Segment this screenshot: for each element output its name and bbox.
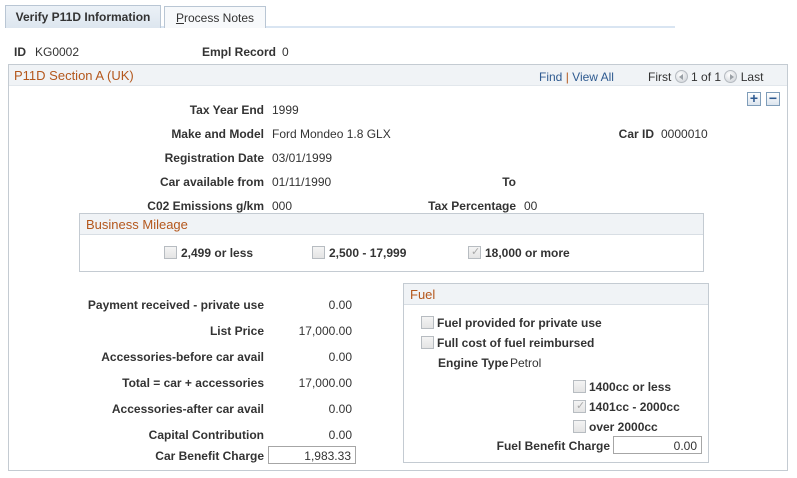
engine-over-2000cc-checkbox[interactable] [573, 420, 586, 433]
capital-contribution-value: 0.00 [328, 428, 352, 442]
co2-emissions-value: 000 [272, 199, 293, 213]
business-mileage-header: Business Mileage [80, 214, 703, 235]
engine-over-2000cc-label: over 2000cc [589, 420, 658, 434]
co2-emissions-label: C02 Emissions g/km [147, 199, 264, 213]
car-available-from-label: Car available from [159, 175, 264, 189]
business-mileage-group: Business Mileage [79, 213, 704, 272]
id-value: KG0002 [35, 45, 80, 59]
registration-date-value: 03/01/1999 [272, 151, 333, 165]
engine-1400cc-or-less-checkbox[interactable] [573, 380, 586, 393]
car-benefit-charge-field[interactable]: 1,983.33 [268, 446, 356, 464]
row-navigation: First 1 of 1 Last [648, 70, 763, 84]
make-model-label: Make and Model [171, 127, 264, 141]
accessories-before-value: 0.00 [328, 350, 352, 364]
mileage-18000-or-more-checkbox[interactable] [468, 245, 481, 259]
total-car-accessories-label: Total = car + accessories [122, 376, 264, 390]
engine-type-value: Petrol [510, 356, 542, 370]
empl-record-value: 0 [282, 45, 289, 59]
capital-contribution-label: Capital Contribution [148, 428, 264, 442]
find-link[interactable]: Find [539, 70, 563, 84]
tax-percentage-label: Tax Percentage [428, 199, 516, 213]
car-available-from-value: 01/11/1990 [272, 175, 332, 189]
delete-row-button[interactable]: − [766, 91, 780, 106]
fuel-reimbursed-label: Full cost of fuel reimbursed [437, 336, 595, 350]
accessories-after-value: 0.00 [328, 402, 352, 416]
fuel-provided-label: Fuel provided for private use [437, 316, 602, 330]
tax-year-end-value: 1999 [272, 103, 299, 117]
fuel-title: Fuel [410, 287, 436, 302]
tab-label: Process Notes [175, 11, 255, 25]
mileage-18000-or-more-label: 18,000 or more [485, 246, 570, 260]
engine-1400cc-or-less-label: 1400cc or less [589, 380, 672, 394]
business-mileage-title: Business Mileage [86, 217, 188, 232]
mileage-2499-or-less-checkbox[interactable] [164, 246, 177, 259]
tab-label: Verify P11D Information [15, 10, 151, 24]
fuel-benefit-charge-field[interactable]: 0.00 [613, 436, 702, 454]
payment-received-label: Payment received - private use [87, 298, 264, 312]
accessories-after-label: Accessories-after car avail [111, 402, 264, 416]
payment-received-value: 0.00 [328, 298, 352, 312]
section-header: P11D Section A (UK) Find | View All Firs… [9, 65, 787, 86]
registration-date-label: Registration Date [164, 151, 264, 165]
last-label: Last [740, 70, 764, 84]
accessories-before-label: Accessories-before car avail [101, 350, 264, 364]
next-row-icon[interactable] [724, 70, 738, 83]
car-id-label: Car ID [618, 127, 654, 141]
mileage-2500-17999-checkbox[interactable] [312, 246, 325, 259]
tab-bar-underline [6, 26, 675, 28]
tax-year-end-label: Tax Year End [189, 103, 264, 117]
engine-type-label: Engine Type [438, 356, 509, 370]
fuel-header: Fuel [404, 284, 708, 305]
previous-row-icon[interactable] [674, 70, 688, 83]
p11d-section-a: P11D Section A (UK) Find | View All Firs… [8, 64, 788, 471]
tax-percentage-value: 00 [524, 199, 538, 213]
mileage-2499-or-less-label: 2,499 or less [181, 246, 254, 260]
tab-verify-p11d-information[interactable]: Verify P11D Information [5, 5, 161, 28]
find-view-all: Find | View All [539, 70, 614, 84]
fuel-provided-checkbox[interactable] [421, 316, 434, 329]
fuel-benefit-charge-label: Fuel Benefit Charge [496, 439, 610, 453]
section-title: P11D Section A (UK) [14, 68, 134, 83]
fuel-reimbursed-checkbox[interactable] [421, 336, 434, 349]
engine-1401-2000cc-label: 1401cc - 2000cc [589, 400, 680, 414]
engine-1401-2000cc-checkbox[interactable] [573, 399, 586, 413]
tab-process-notes[interactable]: Process Notes [164, 6, 266, 28]
fuel-group: Fuel [403, 283, 709, 463]
mileage-2500-17999-label: 2,500 - 17,999 [329, 246, 407, 260]
id-label: ID [14, 45, 26, 59]
list-price-label: List Price [209, 324, 264, 338]
empl-record-label: Empl Record [202, 45, 277, 59]
total-car-accessories-value: 17,000.00 [298, 376, 352, 390]
car-id-value: 0000010 [661, 127, 708, 141]
page-indicator: 1 of 1 [691, 70, 722, 84]
list-price-value: 17,000.00 [298, 324, 352, 338]
separator: | [565, 70, 569, 84]
view-all-link[interactable]: View All [572, 70, 614, 84]
make-model-value: Ford Mondeo 1.8 GLX [272, 127, 391, 141]
car-benefit-charge-label: Car Benefit Charge [155, 449, 264, 463]
first-label: First [648, 70, 672, 84]
add-row-button[interactable]: + [747, 91, 761, 106]
to-label: To [502, 175, 516, 189]
